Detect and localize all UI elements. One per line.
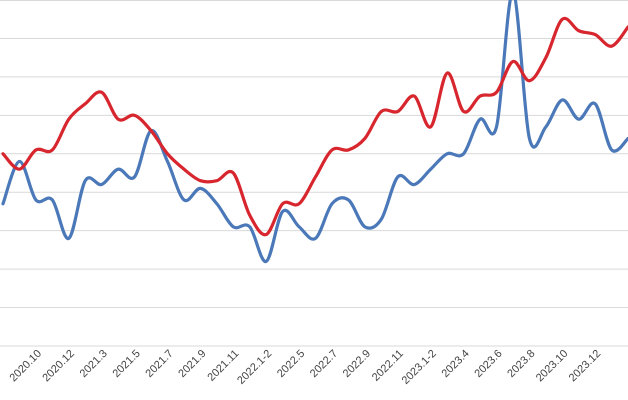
x-tick-label: 2023.12 [567,348,604,385]
x-tick-label: 2023.4 [439,348,471,380]
x-tick-label: 2022.5 [275,348,307,380]
x-tick-label: 2022.7 [308,348,340,380]
x-tick-label: 2023.1-2 [400,348,439,387]
x-tick-label: 2021.7 [143,348,175,380]
x-tick-label: 2022.9 [341,348,373,380]
x-tick-label: 2023.8 [505,348,537,380]
series-line [1,16,628,237]
x-tick-label: 2020.10 [7,348,44,385]
x-tick-label: 2021.5 [110,348,142,380]
series-line [1,0,628,264]
x-tick-label: 2020.12 [40,348,77,385]
x-tick-label: 2021.3 [78,348,110,380]
x-tick-label: 2023.10 [534,348,571,385]
x-tick-label: 2022.1-2 [235,348,274,387]
x-tick-label: 2023.6 [472,348,504,380]
x-tick-label: 2021.9 [176,348,208,380]
